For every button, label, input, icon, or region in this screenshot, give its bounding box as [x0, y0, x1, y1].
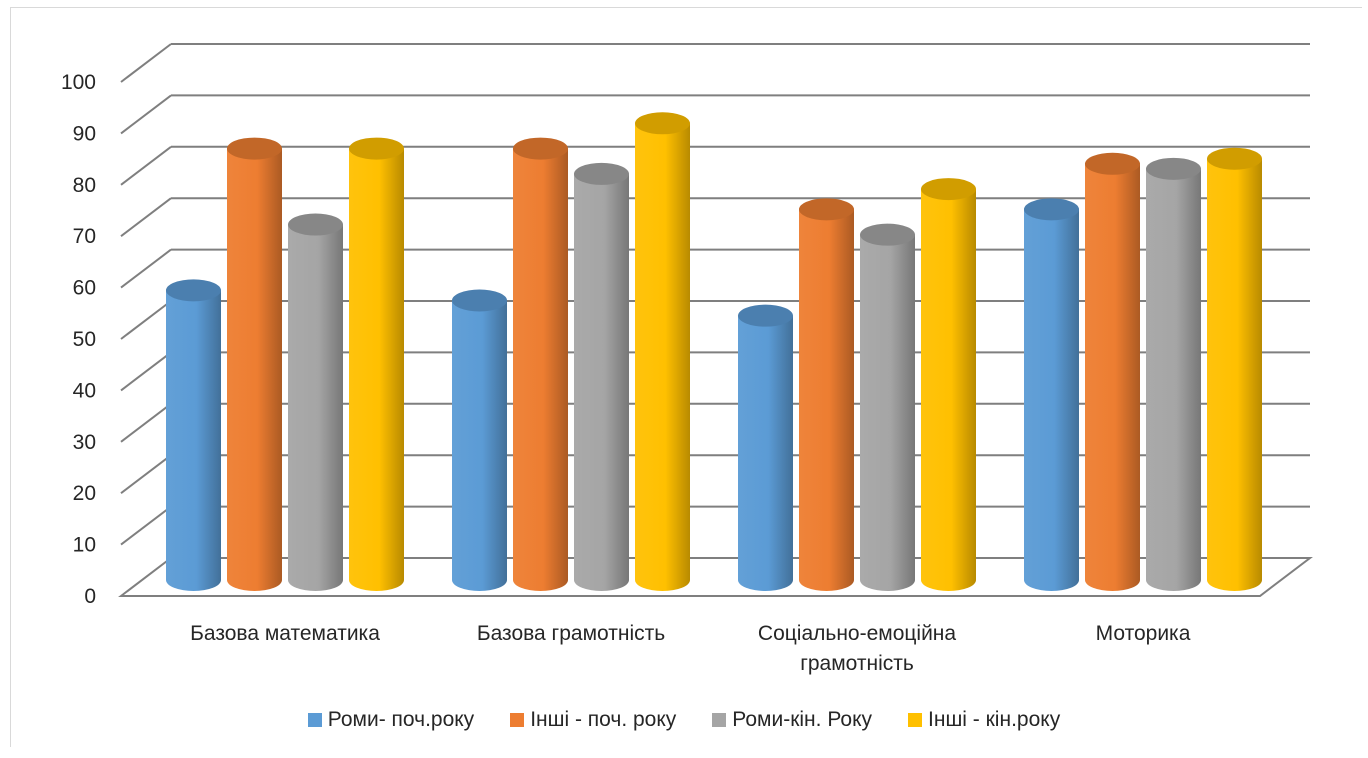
category-label: Базова грамотність	[477, 622, 665, 645]
gridline	[120, 94, 1310, 135]
bars	[166, 112, 1262, 592]
y-tick-label: 0	[84, 585, 96, 608]
legend-swatch	[510, 713, 525, 727]
category-label: Базова математика	[190, 622, 380, 645]
bar	[799, 198, 854, 592]
y-tick-label: 30	[73, 431, 96, 454]
bar	[921, 178, 976, 592]
floor	[118, 557, 1313, 597]
category-label: Моторика	[1096, 622, 1191, 645]
bar	[1024, 198, 1079, 592]
bar	[738, 304, 793, 592]
gridline	[120, 43, 1310, 83]
legend-label: Роми- поч.року	[327, 708, 475, 731]
y-tick-label: 80	[73, 174, 96, 197]
y-tick-label: 20	[73, 482, 96, 505]
bar	[227, 137, 282, 592]
legend-swatch	[307, 713, 322, 727]
bar	[1146, 157, 1201, 592]
bar	[452, 289, 507, 592]
legend-swatch	[908, 713, 923, 727]
legend-item: Роми- поч.року	[307, 708, 475, 732]
bar	[860, 223, 915, 592]
legend-item: Інші - кін.року	[908, 708, 1060, 732]
y-tick-label: 50	[73, 328, 96, 351]
legend-label: Роми-кін. Року	[732, 708, 873, 731]
category-label: Соціально-емоційна грамотність	[758, 622, 956, 675]
y-axis-ticks: 0 10 20 30 40 50 60 70 80 90 100	[61, 71, 96, 608]
y-tick-label: 70	[73, 225, 96, 248]
bar	[635, 112, 690, 592]
chart-frame	[10, 7, 1362, 747]
bar	[166, 279, 221, 592]
bar	[513, 137, 568, 592]
bar	[1207, 147, 1262, 592]
legend-label: Інші - поч. року	[530, 708, 677, 731]
bar	[574, 162, 629, 592]
legend-item: Роми-кін. Року	[712, 708, 872, 732]
y-tick-label: 10	[73, 534, 96, 557]
legend: Роми- поч.року Інші - поч. року Роми-кін. …	[0, 708, 1368, 732]
legend-label: Інші - кін.року	[928, 708, 1061, 731]
bar	[1085, 152, 1140, 592]
y-tick-label: 40	[73, 379, 96, 402]
legend-swatch	[712, 713, 727, 727]
y-tick-label: 90	[73, 122, 96, 145]
x-axis-labels: Базова математика Базова грамотність Соціа…	[190, 622, 1191, 675]
y-tick-label: 100	[61, 71, 96, 94]
y-tick-label: 60	[73, 277, 96, 300]
bar	[288, 213, 343, 592]
bar	[349, 137, 404, 592]
legend-item: Інші - поч. року	[510, 708, 676, 732]
